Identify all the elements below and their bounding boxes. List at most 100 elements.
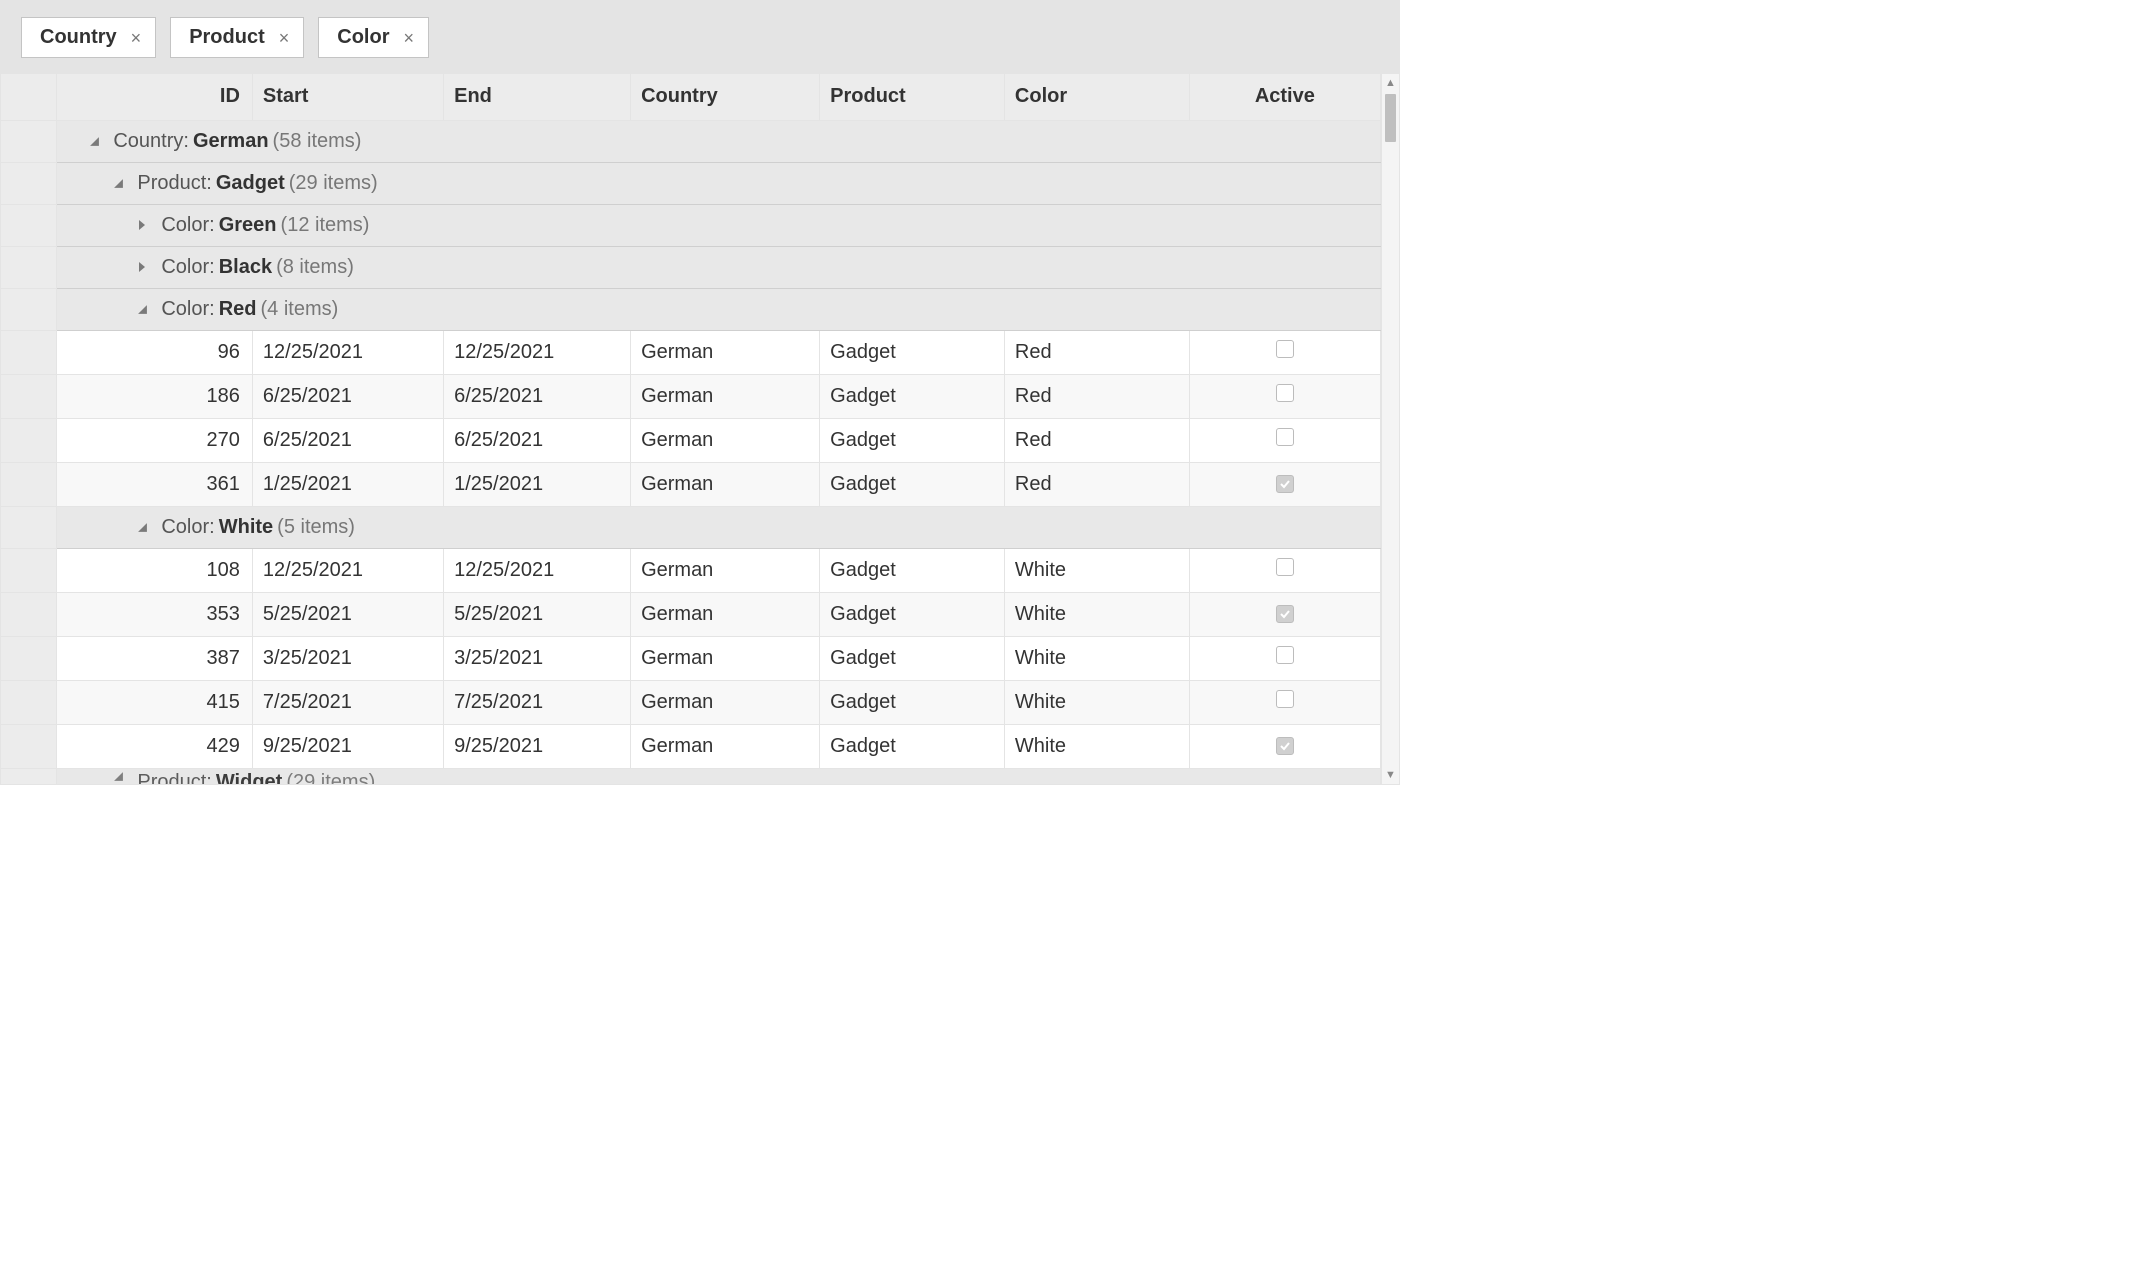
column-header-product[interactable]: Product	[820, 74, 1005, 120]
group-value: Gadget	[216, 172, 285, 195]
cell-active	[1189, 636, 1380, 680]
row-selector[interactable]	[1, 162, 57, 204]
cell-end: 7/25/2021	[444, 680, 631, 724]
row-selector[interactable]	[1, 548, 57, 592]
column-header-active[interactable]: Active	[1189, 74, 1380, 120]
cell-end: 6/25/2021	[444, 374, 631, 418]
cell-id: 429	[57, 724, 253, 768]
row-selector[interactable]	[1, 636, 57, 680]
close-icon[interactable]: ×	[279, 29, 290, 47]
collapse-icon[interactable]	[109, 771, 127, 782]
active-checkbox[interactable]	[1276, 340, 1294, 358]
cell-product: Gadget	[820, 680, 1005, 724]
group-chip-product[interactable]: Product ×	[170, 17, 304, 58]
table-row[interactable]: 3611/25/20211/25/2021GermanGadgetRed	[1, 462, 1381, 506]
group-row[interactable]: Color: Red (4 items)	[1, 288, 1381, 330]
table-row[interactable]: 3873/25/20213/25/2021GermanGadgetWhite	[1, 636, 1381, 680]
group-cell[interactable]: Country: German (58 items)	[57, 120, 1381, 162]
group-cell[interactable]: Color: Green (12 items)	[57, 204, 1381, 246]
cell-start: 5/25/2021	[252, 592, 443, 636]
active-checkbox[interactable]	[1276, 690, 1294, 708]
group-cell[interactable]: Color: Red (4 items)	[57, 288, 1381, 330]
table-row[interactable]: 3535/25/20215/25/2021GermanGadgetWhite	[1, 592, 1381, 636]
table-row[interactable]: 4157/25/20217/25/2021GermanGadgetWhite	[1, 680, 1381, 724]
table-row[interactable]: 2706/25/20216/25/2021GermanGadgetRed	[1, 418, 1381, 462]
group-cell[interactable]: Color: Black (8 items)	[57, 246, 1381, 288]
cell-country: German	[631, 724, 820, 768]
group-row[interactable]: Country: German (58 items)	[1, 120, 1381, 162]
scroll-down-arrow-icon[interactable]: ▼	[1382, 766, 1399, 784]
active-checkbox[interactable]	[1276, 475, 1294, 493]
cell-end: 6/25/2021	[444, 418, 631, 462]
expand-icon[interactable]	[133, 261, 151, 273]
group-cell[interactable]: Color: White (5 items)	[57, 506, 1381, 548]
table-row[interactable]: 4299/25/20219/25/2021GermanGadgetWhite	[1, 724, 1381, 768]
group-chip-color[interactable]: Color ×	[318, 17, 429, 58]
expand-icon[interactable]	[133, 219, 151, 231]
group-chip-label: Color	[337, 26, 389, 49]
row-selector[interactable]	[1, 246, 57, 288]
cell-end: 3/25/2021	[444, 636, 631, 680]
collapse-icon[interactable]	[109, 178, 127, 189]
row-selector[interactable]	[1, 374, 57, 418]
group-cell[interactable]: Product: Widget (29 items)	[57, 768, 1381, 784]
group-row[interactable]: Color: Green (12 items)	[1, 204, 1381, 246]
close-icon[interactable]: ×	[131, 29, 142, 47]
row-selector[interactable]	[1, 288, 57, 330]
table-row[interactable]: 10812/25/202112/25/2021GermanGadgetWhite	[1, 548, 1381, 592]
row-selector[interactable]	[1, 330, 57, 374]
cell-country: German	[631, 418, 820, 462]
column-header-start[interactable]: Start	[252, 74, 443, 120]
group-panel[interactable]: Country × Product × Color ×	[1, 1, 1399, 74]
active-checkbox[interactable]	[1276, 384, 1294, 402]
group-row[interactable]: Color: Black (8 items)	[1, 246, 1381, 288]
group-row[interactable]: Product: Widget (29 items)	[1, 768, 1381, 784]
vertical-scrollbar[interactable]: ▲ ▼	[1381, 74, 1399, 784]
column-header-country[interactable]: Country	[631, 74, 820, 120]
table-row[interactable]: 1866/25/20216/25/2021GermanGadgetRed	[1, 374, 1381, 418]
scroll-thumb[interactable]	[1385, 94, 1396, 142]
scroll-track[interactable]	[1382, 92, 1399, 766]
group-cell[interactable]: Product: Gadget (29 items)	[57, 162, 1381, 204]
cell-start: 1/25/2021	[252, 462, 443, 506]
cell-color: White	[1004, 636, 1189, 680]
group-chip-country[interactable]: Country ×	[21, 17, 156, 58]
group-value: Green	[219, 214, 277, 237]
cell-id: 108	[57, 548, 253, 592]
row-selector[interactable]	[1, 204, 57, 246]
collapse-icon[interactable]	[133, 304, 151, 315]
row-selector[interactable]	[1, 120, 57, 162]
row-selector[interactable]	[1, 462, 57, 506]
cell-color: White	[1004, 592, 1189, 636]
collapse-icon[interactable]	[133, 522, 151, 533]
cell-color: White	[1004, 724, 1189, 768]
group-field: Color:	[161, 516, 214, 539]
active-checkbox[interactable]	[1276, 605, 1294, 623]
close-icon[interactable]: ×	[403, 29, 414, 47]
row-selector[interactable]	[1, 680, 57, 724]
row-selector[interactable]	[1, 724, 57, 768]
column-header-end[interactable]: End	[444, 74, 631, 120]
active-checkbox[interactable]	[1276, 428, 1294, 446]
row-selector[interactable]	[1, 506, 57, 548]
scroll-up-arrow-icon[interactable]: ▲	[1382, 74, 1399, 92]
row-selector[interactable]	[1, 592, 57, 636]
cell-active	[1189, 724, 1380, 768]
column-header-id[interactable]: ID	[57, 74, 253, 120]
row-selector[interactable]	[1, 768, 57, 784]
cell-country: German	[631, 680, 820, 724]
column-header-color[interactable]: Color	[1004, 74, 1189, 120]
cell-start: 12/25/2021	[252, 548, 443, 592]
active-checkbox[interactable]	[1276, 737, 1294, 755]
group-row[interactable]: Product: Gadget (29 items)	[1, 162, 1381, 204]
group-field: Color:	[161, 214, 214, 237]
group-row[interactable]: Color: White (5 items)	[1, 506, 1381, 548]
row-selector[interactable]	[1, 418, 57, 462]
collapse-icon[interactable]	[85, 136, 103, 147]
table-row[interactable]: 9612/25/202112/25/2021GermanGadgetRed	[1, 330, 1381, 374]
active-checkbox[interactable]	[1276, 646, 1294, 664]
cell-product: Gadget	[820, 592, 1005, 636]
column-header-selector[interactable]	[1, 74, 57, 120]
active-checkbox[interactable]	[1276, 558, 1294, 576]
cell-product: Gadget	[820, 374, 1005, 418]
